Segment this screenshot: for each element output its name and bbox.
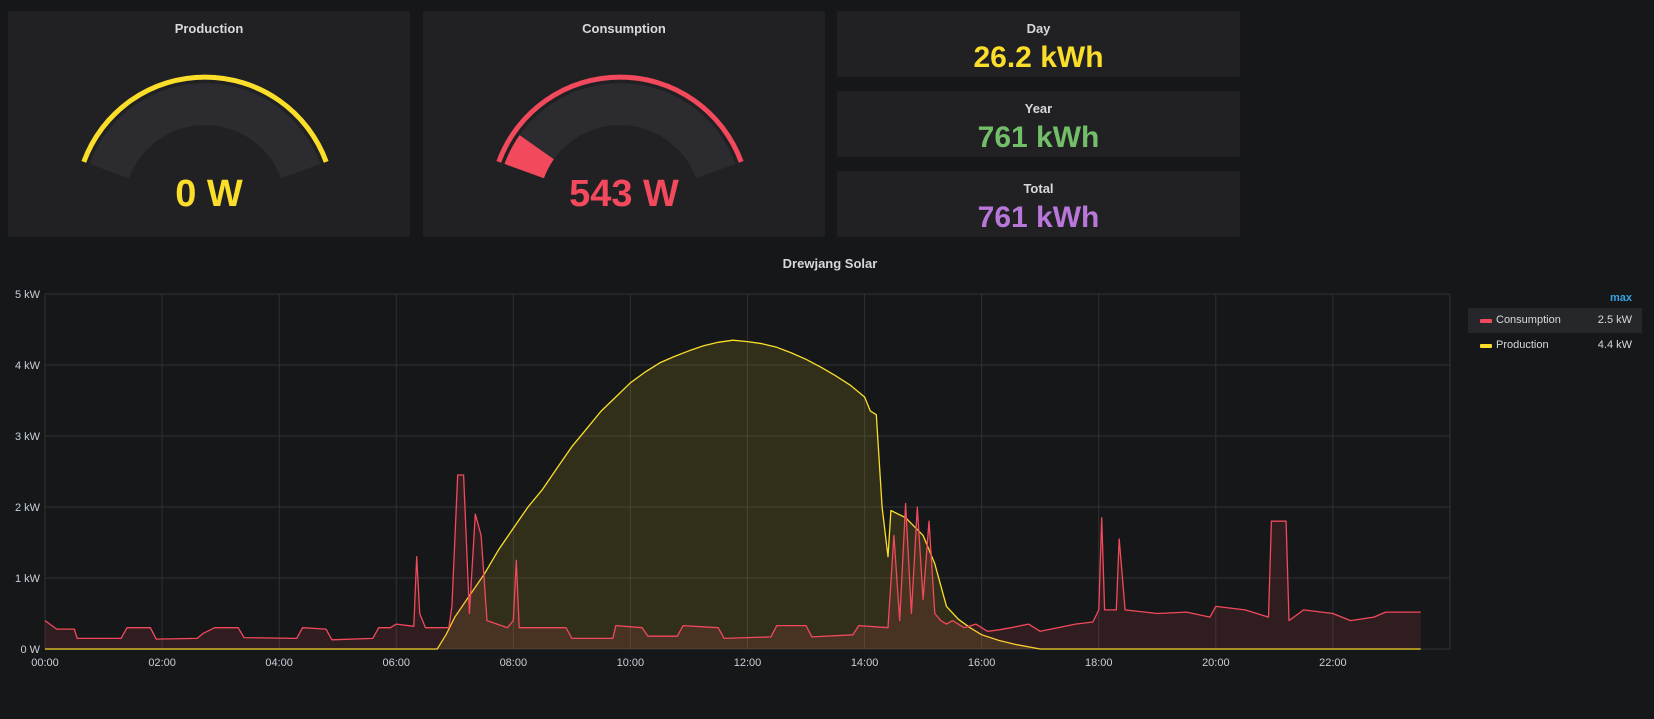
total-stat-value: 761 kWh [977, 201, 1100, 234]
consumption-swatch [1480, 319, 1492, 323]
y-tick-label: 1 kW [15, 573, 41, 585]
x-tick-label: 14:00 [851, 657, 879, 669]
production-area [45, 340, 1421, 649]
y-tick-label: 4 kW [15, 360, 41, 372]
x-tick-label: 10:00 [617, 657, 645, 669]
production-gauge-threshold-ring [81, 74, 329, 163]
x-tick-label: 04:00 [265, 657, 293, 669]
year-stat-title: Year [1024, 101, 1053, 116]
year-stat-panel: Year 761 kWh [837, 91, 1240, 157]
consumption-gauge-track [504, 83, 736, 179]
consumption-gauge-threshold-ring [496, 74, 744, 163]
y-tick-label: 3 kW [15, 431, 41, 443]
legend-item-label: Consumption [1496, 314, 1561, 326]
x-tick-label: 08:00 [500, 657, 528, 669]
production-line [45, 339, 1421, 650]
y-tick-label: 0 W [20, 644, 40, 656]
legend-item-label: Production [1496, 339, 1549, 351]
graph-title: Drewjang Solar [782, 256, 878, 271]
y-tick-label: 5 kW [15, 289, 41, 301]
total-stat-title: Total [1023, 181, 1054, 196]
year-stat-value: 761 kWh [977, 121, 1100, 154]
x-tick-label: 02:00 [148, 657, 176, 669]
graph-legend: max Consumption 2.5 kW Production 4.4 kW [1468, 292, 1642, 358]
x-tick-label: 18:00 [1085, 657, 1113, 669]
consumption-gauge [496, 74, 744, 179]
consumption-line [44, 474, 1421, 641]
x-tick-label: 06:00 [382, 657, 410, 669]
day-stat-value: 26.2 kWh [973, 41, 1104, 74]
y-tick-label: 2 kW [15, 502, 41, 514]
legend-item-consumption[interactable]: Consumption 2.5 kW [1468, 308, 1642, 333]
production-swatch [1480, 344, 1492, 348]
production-gauge-panel: Production 0 W [8, 11, 410, 237]
day-stat-title: Day [1026, 21, 1051, 36]
consumption-gauge-panel: Consumption 543 W [423, 11, 825, 237]
consumption-gauge-value-arc [504, 135, 555, 179]
day-stat-panel: Day 26.2 kWh [837, 11, 1240, 77]
legend-item-max: 4.4 kW [1597, 339, 1632, 351]
production-gauge [81, 74, 329, 179]
consumption-gauge-title: Consumption [582, 21, 666, 36]
x-tick-label: 16:00 [968, 657, 996, 669]
x-tick-label: 22:00 [1319, 657, 1347, 669]
total-stat-panel: Total 761 kWh [837, 171, 1240, 237]
production-gauge-value: 0 W [175, 173, 243, 215]
legend-max-header[interactable]: max [1609, 292, 1632, 304]
x-tick-label: 12:00 [734, 657, 762, 669]
legend-item-production[interactable]: Production 4.4 kW [1468, 333, 1642, 358]
consumption-area [45, 475, 1421, 649]
x-tick-label: 00:00 [31, 657, 59, 669]
power-time-series-chart: 00:00 02:00 04:00 06:00 08:00 10:00 12:00 14:00… [15, 289, 1451, 669]
x-tick-label: 20:00 [1202, 657, 1230, 669]
production-gauge-title: Production [174, 21, 244, 36]
legend-item-max: 2.5 kW [1597, 314, 1632, 326]
production-gauge-track [89, 83, 321, 179]
consumption-gauge-value: 543 W [569, 173, 679, 215]
